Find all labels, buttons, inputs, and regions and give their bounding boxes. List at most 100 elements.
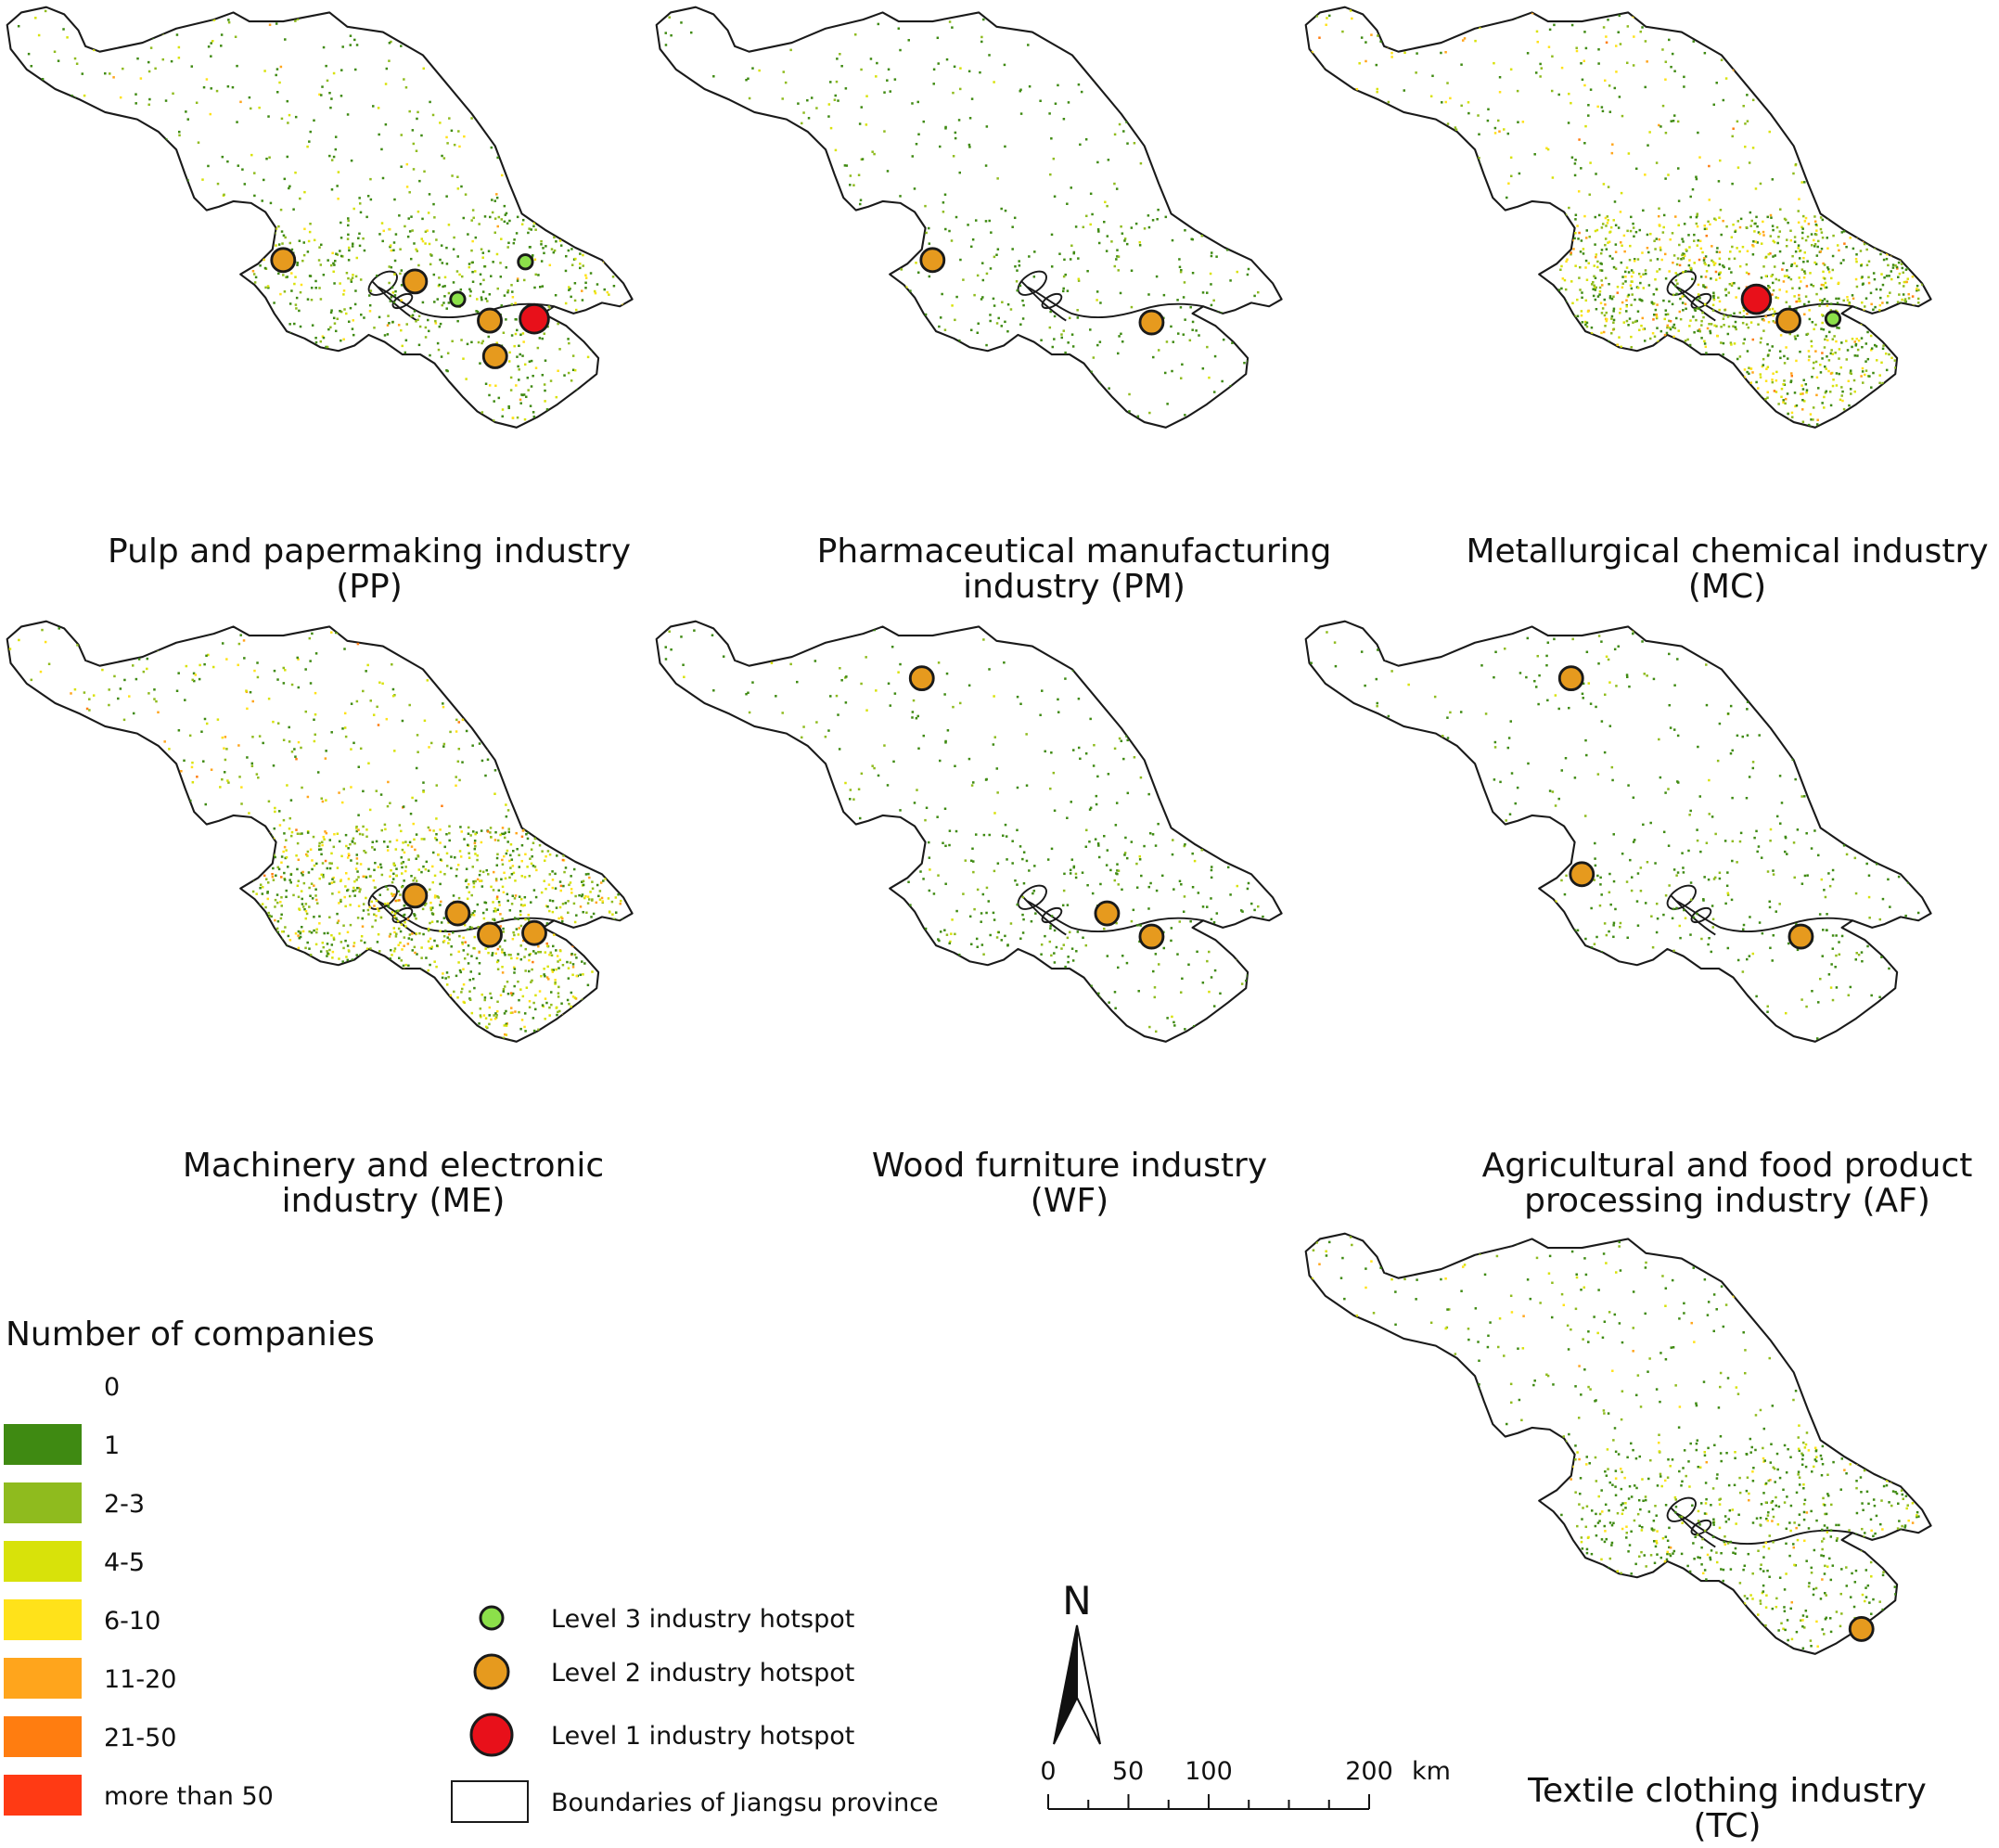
panel-me-title-line1: Machinery and electronic: [183, 1147, 604, 1185]
panel-pm-hotspot-level2: [919, 247, 946, 274]
panel-af-hotspot-level2: [1557, 665, 1584, 692]
panel-pp-hotspot-level3: [449, 290, 467, 308]
panel-mc-hotspot-level3: [1824, 310, 1842, 327]
panel-af: Agricultural and food productprocessing …: [1306, 622, 1973, 1220]
panel-tc-title-line2: (TC): [1693, 1807, 1761, 1845]
panel-pp-hotspot-level2: [481, 343, 508, 369]
legend-bin-label: 11-20: [104, 1665, 176, 1694]
panel-mc-title-line2: (MC): [1688, 568, 1766, 606]
panel-mc: Metallurgical chemical industry(MC): [1306, 7, 1989, 606]
legend-boundary-swatch: [451, 1780, 529, 1823]
panel-me-title-line2: industry (ME): [282, 1182, 506, 1220]
panel-me-hotspot-level2: [477, 921, 503, 948]
legend-hotspots: Level 3 industry hotspot Level 2 industry…: [451, 1605, 939, 1823]
panel-pm-hotspot-level2: [1138, 309, 1165, 336]
panel-af-title-line2: processing industry (AF): [1524, 1182, 1930, 1220]
legend-hotspot-level2-icon: [473, 1653, 510, 1690]
panel-tc-hotspot-level2: [1848, 1616, 1875, 1642]
legend-bin-item: 1: [4, 1424, 120, 1465]
legend-bin-swatch: [4, 1424, 82, 1465]
panel-pp-hotspot-level2: [270, 247, 297, 274]
legend-bin-label: 4-5: [104, 1548, 145, 1577]
legend-bin-swatch: [4, 1716, 82, 1757]
panel-me-hotspot-level2: [444, 900, 471, 927]
panel-mc-title-line1: Metallurgical chemical industry: [1466, 533, 1988, 571]
legend-bin-item: 4-5: [4, 1541, 145, 1582]
legend-hotspot-label: Level 1 industry hotspot: [551, 1722, 854, 1751]
legend-bin-item: 6-10: [4, 1599, 160, 1640]
legend-bin-swatch: [4, 1599, 82, 1640]
legend-bin-swatch: [4, 1482, 82, 1523]
panel-wf: Wood furniture industry(WF): [657, 622, 1282, 1220]
panel-pp-map: [7, 7, 633, 430]
legend-hotspot-label: Level 2 industry hotspot: [551, 1659, 854, 1688]
scale-bar-tick-50: 50: [1112, 1757, 1144, 1786]
scale-bar-tick-0: 0: [1040, 1757, 1056, 1786]
scale-bar-unit: km: [1412, 1757, 1451, 1786]
legend-bin-swatch: [4, 1775, 82, 1816]
legend-hotspot-level3-icon: [479, 1605, 505, 1631]
legend-hotspot-list: Level 3 industry hotspot Level 2 industry…: [469, 1605, 854, 1757]
panel-af-title-line1: Agricultural and food product: [1482, 1147, 1973, 1185]
panel-tc-title-line1: Textile clothing industry: [1527, 1772, 1927, 1810]
panel-af-hotspot-level2: [1788, 923, 1814, 950]
legend-hotspot-level1-icon: [469, 1713, 514, 1757]
legend-boundary-label: Boundaries of Jiangsu province: [551, 1789, 939, 1817]
panel-mc-hotspot-level1: [1740, 283, 1773, 315]
panel-me-hotspot-level2: [402, 882, 429, 909]
legend-bin-swatch: [4, 1541, 82, 1582]
panel-tc: Textile clothing industry(TC): [1306, 1234, 1931, 1845]
legend-hotspot-item-level2: Level 2 industry hotspot: [473, 1653, 854, 1690]
panel-pm-map: [657, 7, 1282, 430]
panel-wf-map: [657, 622, 1282, 1044]
panel-wf-hotspot-level2: [908, 665, 935, 692]
panel-af-hotspot-level2: [1569, 861, 1595, 888]
scale-bar-tick-200: 200: [1345, 1757, 1393, 1786]
panel-pm-title-line2: industry (PM): [963, 568, 1185, 606]
north-arrow: N: [1053, 1578, 1101, 1745]
legend-bin-label: 21-50: [104, 1724, 176, 1752]
legend-bin-label: 1: [104, 1431, 120, 1460]
north-arrow-left-half-icon: [1053, 1624, 1078, 1745]
panel-af-map: [1306, 622, 1931, 1044]
panel-pp-hotspot-level1: [519, 302, 550, 335]
panel-wf-hotspot-level2: [1094, 900, 1121, 927]
north-arrow-right-half-icon: [1076, 1624, 1101, 1745]
panel-me-hotspot-level2: [521, 919, 547, 946]
legend-bin-item: 11-20: [4, 1658, 176, 1699]
panel-mc-map: [1306, 7, 1931, 430]
panel-tc-map: [1306, 1234, 1931, 1657]
legend-bin-item: 21-50: [4, 1716, 176, 1757]
legend-bin-item: more than 50: [4, 1775, 274, 1816]
legend-hotspot-item-level3: Level 3 industry hotspot: [479, 1605, 854, 1634]
panel-wf-hotspot-level2: [1138, 923, 1165, 950]
panel-pp-hotspot-level2: [477, 307, 503, 334]
panel-me-company-density: [8, 622, 626, 1042]
legend-hotspot-item-level1: Level 1 industry hotspot: [469, 1713, 854, 1757]
legend-bin-item: 2-3: [4, 1482, 145, 1523]
legend-bin-list: 0 1 2-3 4-5 6-10 11-20 21-50 more than 50: [4, 1366, 274, 1816]
panel-layer: Pulp and papermaking industry(PP)Pharmac…: [7, 7, 1989, 1845]
legend-bin-label: 0: [104, 1373, 120, 1402]
panel-pp-hotspot-level2: [402, 268, 429, 295]
panel-mc-hotspot-level2: [1775, 307, 1801, 334]
north-arrow-label: N: [1062, 1578, 1091, 1623]
scale-bar-ticks: [1047, 1794, 1370, 1809]
panel-pm-title-line1: Pharmaceutical manufacturing: [817, 533, 1332, 571]
legend-bin-swatch: [4, 1366, 82, 1406]
legend-company-count: Number of companies 0 1 2-3 4-5 6-10 11-20 21-…: [4, 1315, 375, 1816]
legend-bin-label: 2-3: [104, 1490, 145, 1519]
legend-bin-label: 6-10: [104, 1607, 160, 1636]
scale-bar-tick-100: 100: [1185, 1757, 1233, 1786]
panel-pp: Pulp and papermaking industry(PP): [7, 7, 633, 606]
panel-me-map: [7, 622, 633, 1045]
panel-wf-title-line2: (WF): [1031, 1182, 1108, 1220]
legend-bin-label: more than 50: [104, 1782, 274, 1811]
panel-pp-title-line1: Pulp and papermaking industry: [108, 533, 631, 571]
scale-bar: 0 50 100 200 km: [1040, 1757, 1451, 1810]
panel-pp-title-line2: (PP): [336, 568, 403, 606]
legend-hotspot-label: Level 3 industry hotspot: [551, 1605, 854, 1634]
